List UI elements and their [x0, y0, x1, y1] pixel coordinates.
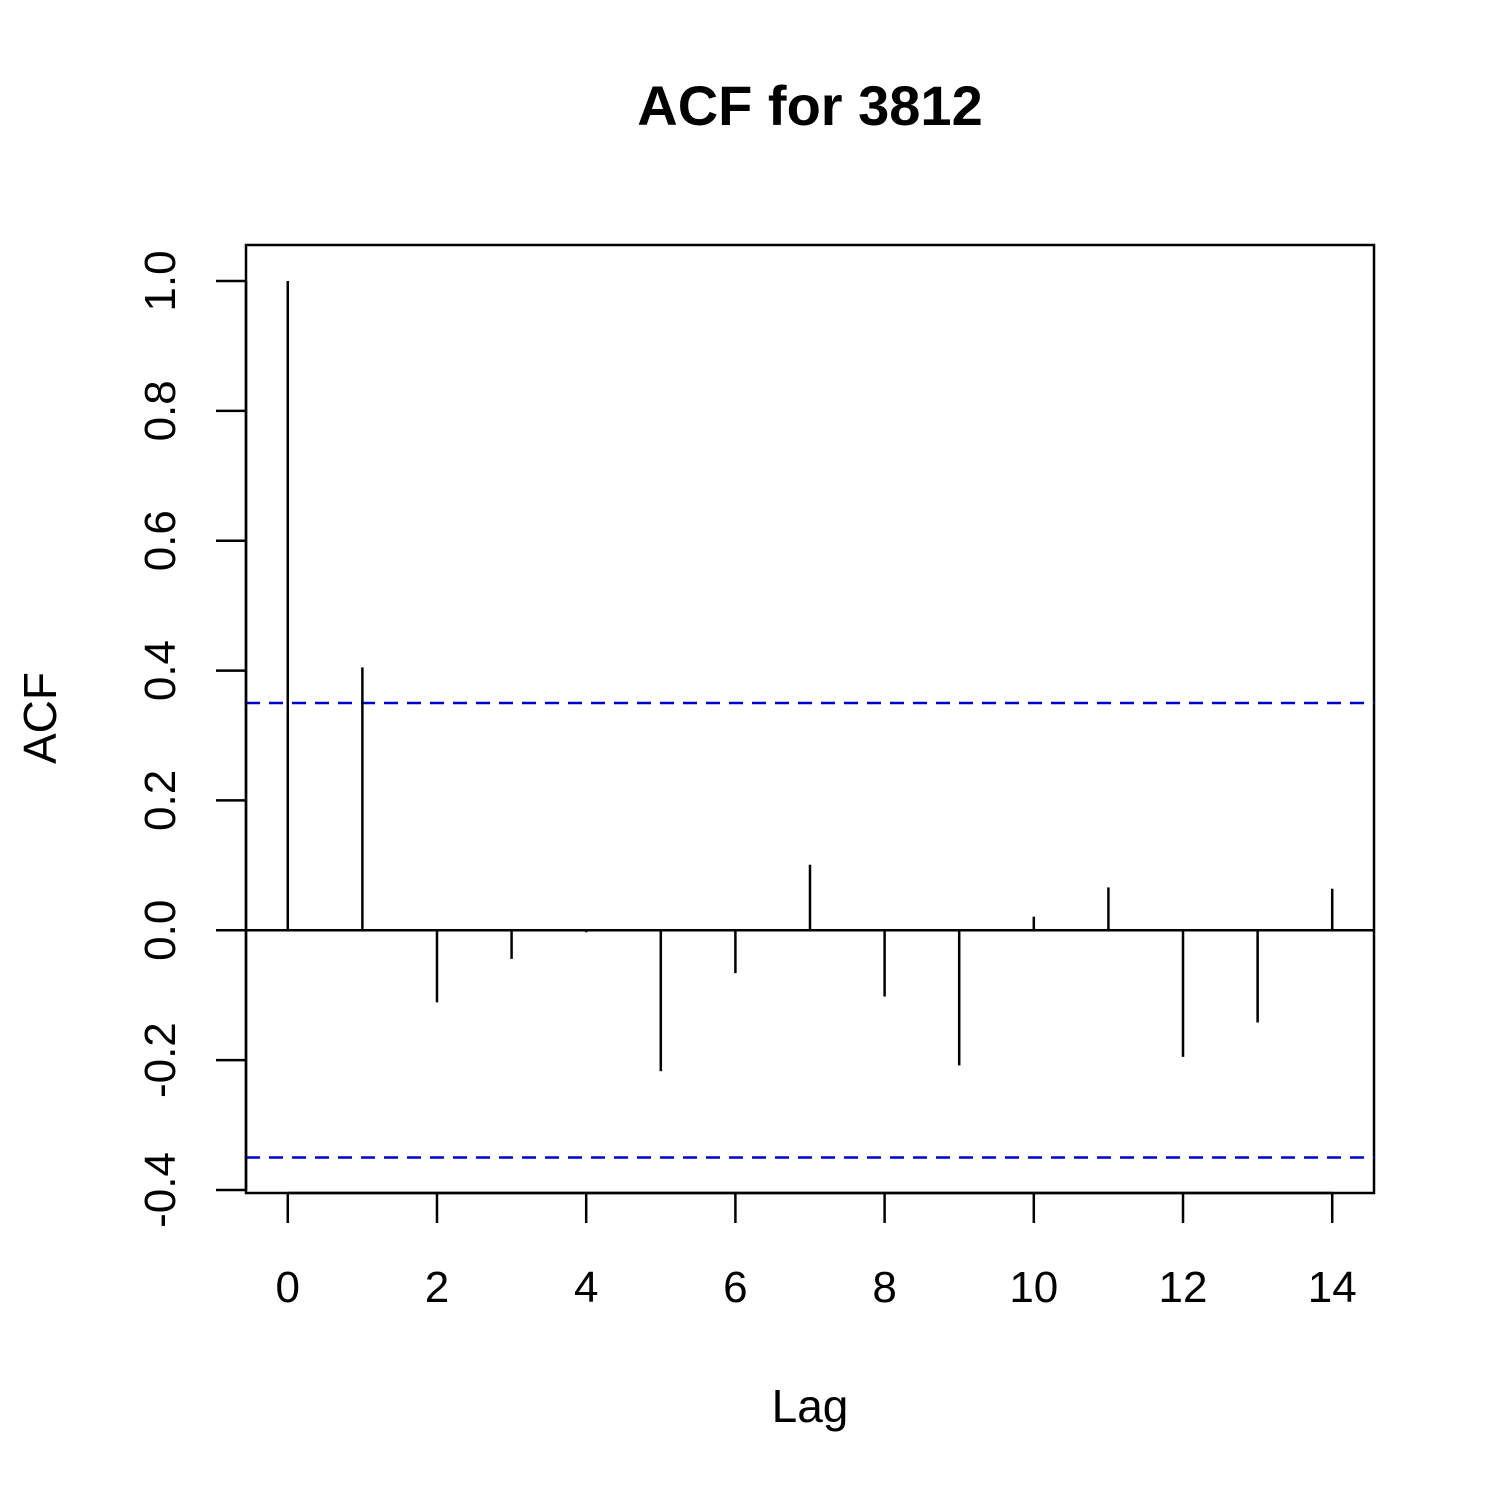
- x-tick-label: 14: [1308, 1263, 1357, 1312]
- x-axis-title: Lag: [772, 1380, 849, 1432]
- y-tick-label: 0.8: [136, 380, 185, 441]
- x-tick-label: 12: [1159, 1263, 1208, 1312]
- y-tick-label: 0.4: [136, 640, 185, 701]
- y-tick-label: -0.2: [136, 1022, 185, 1098]
- y-tick-label: 0.6: [136, 510, 185, 571]
- x-tick-label: 8: [872, 1263, 896, 1312]
- x-tick-label: 6: [723, 1263, 747, 1312]
- y-axis-title: ACF: [14, 672, 66, 764]
- x-tick-label: 2: [425, 1263, 449, 1312]
- chart-marks: 0 2 4 6 8 10 12 14 -0.4 -0.2 0.0 0.2 0.4 0.6 0.8 1.0: [136, 250, 1374, 1312]
- plot-frame: [244, 243, 1376, 1195]
- y-tick-label: 0.0: [136, 900, 185, 961]
- x-tick-label: 10: [1009, 1263, 1058, 1312]
- y-tick-label: -0.4: [136, 1152, 185, 1228]
- chart-title: ACF for 3812: [637, 74, 982, 137]
- x-tick-label: 4: [574, 1263, 598, 1312]
- y-tick-label: 0.2: [136, 770, 185, 831]
- x-tick-label: 0: [276, 1263, 300, 1312]
- y-tick-label: 1.0: [136, 250, 185, 311]
